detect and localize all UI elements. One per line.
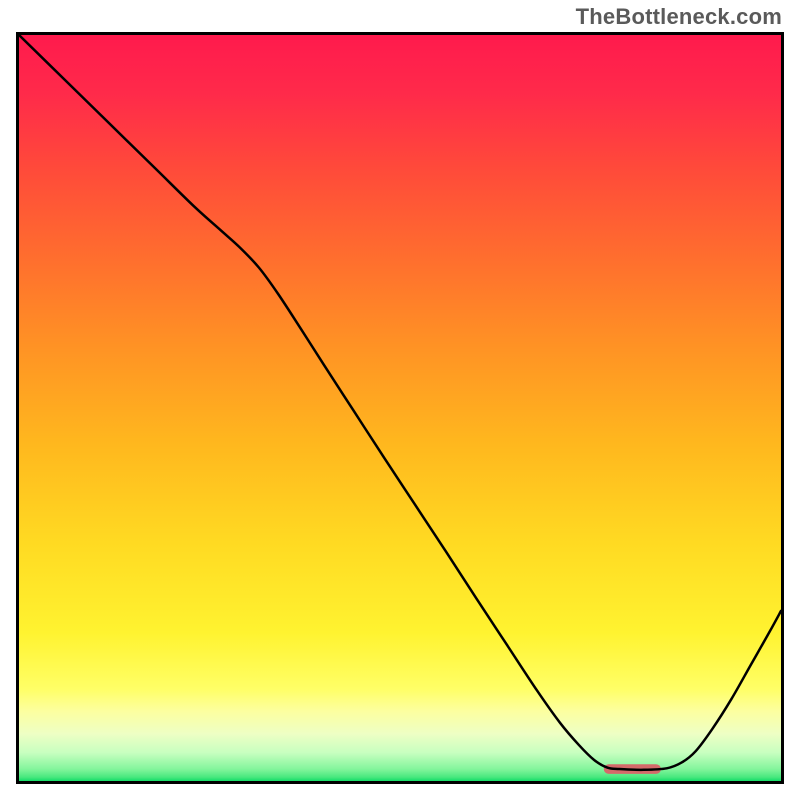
chart-container: TheBottleneck.com <box>0 0 800 800</box>
watermark-label: TheBottleneck.com <box>576 4 782 30</box>
gradient-curve-chart <box>0 0 800 800</box>
